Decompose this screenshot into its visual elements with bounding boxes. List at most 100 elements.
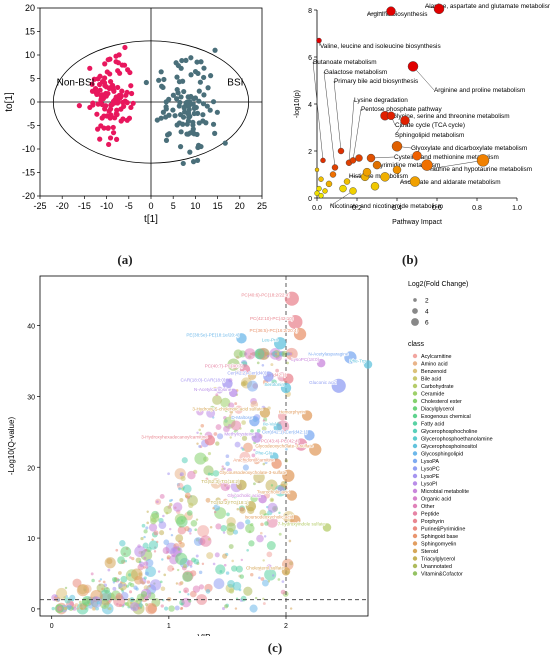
x-axis-label: VIP [198, 633, 211, 636]
class-legend-symbol [412, 443, 418, 449]
score-point-non-bsi [99, 115, 105, 121]
pathway-point [400, 115, 410, 126]
score-point-bsi [178, 94, 184, 100]
labeled-metabolite-point [245, 501, 257, 512]
metabolite-point [249, 604, 258, 613]
score-point-non-bsi [76, 103, 82, 109]
metabolite-point [256, 534, 264, 543]
y-tick-label: 30 [27, 394, 35, 401]
metabolite-point [167, 565, 174, 572]
metabolite-point [99, 599, 110, 609]
metabolite-point [198, 570, 203, 575]
metabolite-point [179, 497, 184, 503]
metabolite-point [148, 523, 158, 532]
metabolite-point [213, 432, 218, 436]
metabolite-point [240, 558, 244, 562]
metabolite-point [142, 542, 149, 549]
labeled-metabolite-point [249, 416, 260, 427]
score-point-bsi [166, 96, 172, 102]
class-legend-label: Diacylglycerol [421, 407, 454, 413]
x-tick-label: -10 [100, 201, 113, 211]
score-point-bsi [170, 92, 176, 98]
metabolite-point [226, 512, 230, 517]
metabolite-point [76, 607, 80, 610]
metabolite-point [240, 381, 246, 387]
score-point-bsi [205, 85, 211, 91]
score-point-bsi [184, 121, 190, 127]
class-legend-label: Sphingomyelin [421, 542, 456, 548]
y-tick-label: 10 [25, 50, 35, 60]
score-point-non-bsi [102, 82, 108, 89]
score-point-non-bsi [107, 135, 114, 141]
score-point-non-bsi [110, 124, 116, 131]
metabolite-point [176, 568, 180, 572]
metabolite-point [212, 562, 216, 566]
class-legend-symbol [412, 533, 418, 539]
labeled-metabolite-point [288, 314, 303, 330]
metabolite-point [230, 420, 242, 431]
score-point-non-bsi [129, 90, 135, 97]
metabolite-point [245, 519, 251, 525]
metabolite-point [177, 526, 187, 535]
score-point-non-bsi [102, 61, 108, 67]
pathway-label: Galactose metabolism [324, 69, 387, 76]
class-legend-label: Sphingoid base [421, 534, 458, 540]
metabolite-point [196, 431, 199, 435]
metabolite-point [205, 589, 211, 594]
panel-c-caption: (c) [267, 640, 283, 655]
pathway-point [409, 176, 421, 187]
class-legend-symbol [412, 571, 418, 576]
score-point-bsi [201, 65, 207, 71]
metabolite-point [143, 535, 146, 539]
metabolite-point [144, 548, 148, 552]
metabolite-point [143, 556, 147, 560]
class-legend-symbol [412, 353, 418, 359]
metabolite-point [223, 467, 226, 470]
class-legend-symbol [412, 406, 418, 411]
pathway-point [392, 165, 402, 175]
class-legend-symbol [412, 421, 418, 426]
metabolite-point [266, 564, 272, 570]
class-legend-label: Exogenous chemical [421, 414, 471, 420]
metabolite-point [205, 477, 209, 481]
metabolite-point [145, 526, 149, 530]
metabolite-point [92, 607, 96, 610]
metabolite-point [187, 470, 196, 480]
metabolite-label: Arachidonylcarnitine [233, 458, 275, 463]
metabolite-point [167, 472, 170, 476]
metabolite-point [144, 602, 148, 606]
metabolite-point [140, 591, 148, 598]
score-point-non-bsi [111, 88, 117, 94]
metabolite-point [263, 535, 267, 538]
y-tick-label: 10 [27, 536, 35, 543]
metabolite-label: Cer(42:2)-Cer(d40) [227, 371, 267, 376]
class-legend-label: Glycerophosphocholine [421, 429, 477, 435]
x-axis-label: Pathway Impact [392, 219, 442, 226]
metabolite-point [153, 530, 159, 536]
pathway-point [314, 190, 320, 197]
metabolite-label: 3-Hydroxy-5-cholenoic acid sulfate [192, 407, 263, 412]
pathway-point [318, 192, 324, 199]
metabolite-point [160, 586, 166, 592]
labeled-metabolite-point [284, 291, 299, 306]
metabolite-label: Isoursodeoxycholic acid [245, 514, 294, 519]
y-tick-label: 0 [308, 196, 312, 203]
metabolite-point [182, 484, 192, 494]
pathway-label: Glyoxylate and dicarboxylate metabolism [411, 145, 527, 152]
score-point-bsi [194, 157, 201, 163]
metabolite-point [178, 590, 182, 594]
score-point-non-bsi [107, 78, 114, 85]
metabolite-point [269, 497, 275, 503]
metabolite-point [129, 556, 132, 559]
class-legend-symbol [412, 548, 418, 554]
y-tick-label: 15 [25, 27, 35, 37]
metabolite-label: Methylcysteine [224, 432, 255, 437]
y-tick-label: -5 [27, 121, 35, 131]
pathway-point [329, 171, 337, 178]
class-legend-label: Steroid [421, 549, 438, 555]
metabolite-point [138, 602, 143, 608]
labeled-metabolite-point [273, 337, 287, 350]
metabolite-point [235, 597, 239, 600]
metabolite-point [163, 573, 167, 577]
metabolite-point [118, 571, 122, 575]
